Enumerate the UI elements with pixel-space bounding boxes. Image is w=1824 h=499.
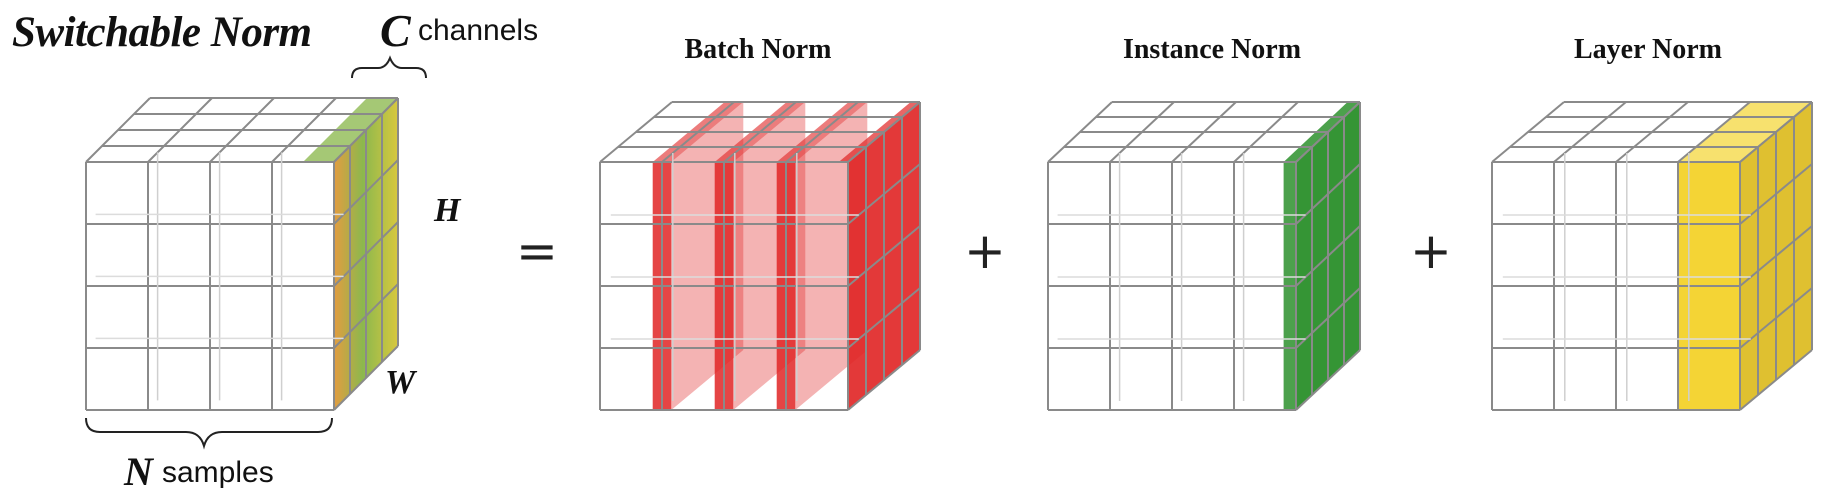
grid-line: [847, 163, 921, 225]
grid-line: [847, 287, 921, 349]
grid-line: [1739, 349, 1813, 411]
channels-brace: [351, 55, 427, 79]
grid-line: [847, 349, 921, 411]
channels-label: channels: [418, 14, 539, 47]
switchable-norm-cube: [85, 97, 399, 411]
grid-line: [1739, 101, 1813, 163]
w-symbol: W: [385, 364, 416, 401]
grid-line: [333, 159, 399, 225]
grid-line: [1739, 225, 1813, 287]
grid-line: [333, 345, 399, 411]
layer-norm-title: Layer Norm: [1574, 34, 1722, 65]
c-symbol: C: [380, 5, 411, 56]
grid-line: [333, 221, 399, 287]
layer-norm-cube: [1491, 101, 1813, 411]
instance-norm-cube: [1047, 101, 1361, 411]
switchable-norm-title: Switchable Norm: [12, 9, 312, 56]
grid-line: [333, 97, 399, 163]
grid-line: [1739, 287, 1813, 349]
grid-line: [333, 283, 399, 349]
h-symbol: H: [434, 192, 461, 229]
samples-label: samples: [162, 456, 274, 489]
grid-line: [1295, 101, 1361, 163]
batch-slab-side: [795, 102, 868, 410]
grid-line: [1295, 349, 1361, 411]
grid-line: [1295, 287, 1361, 349]
equals-operator: =: [516, 222, 558, 280]
grid-line: [847, 225, 921, 287]
grid-line: [1739, 163, 1813, 225]
grid-line: [1295, 163, 1361, 225]
instance-norm-title: Instance Norm: [1122, 34, 1302, 65]
batch-norm-cube: [599, 101, 921, 411]
grid-line: [1295, 225, 1361, 287]
samples-brace: [85, 417, 333, 450]
batch-norm-title: Batch Norm: [684, 34, 832, 65]
grid-line: [847, 101, 921, 163]
n-symbol: N: [124, 449, 153, 494]
plus-operator-2: +: [1410, 222, 1452, 280]
plus-operator-1: +: [964, 222, 1006, 280]
braces: [85, 55, 427, 450]
